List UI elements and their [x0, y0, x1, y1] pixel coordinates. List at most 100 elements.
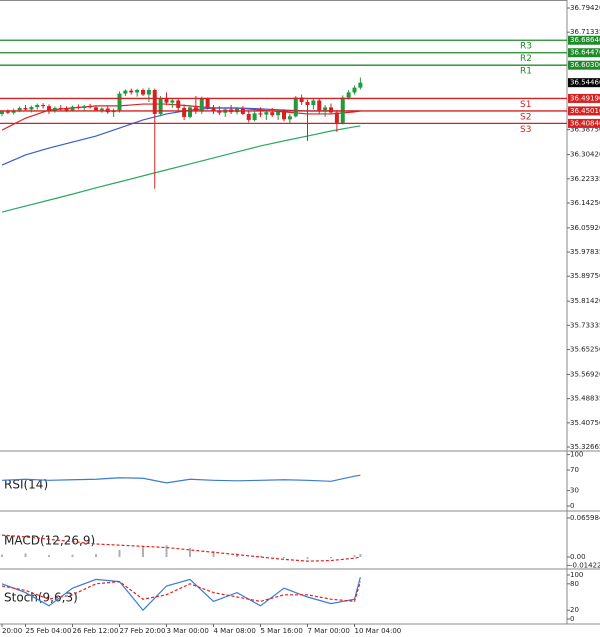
histogram-bar	[24, 553, 27, 557]
candle-body	[217, 110, 222, 113]
candle-body	[205, 98, 210, 108]
candle-body	[88, 106, 93, 108]
candle-body	[129, 90, 134, 93]
candle-body	[329, 107, 333, 113]
y-tick-label: 35.32665	[570, 443, 600, 451]
candle-body	[35, 104, 40, 108]
candle-body	[99, 108, 104, 111]
level-label: 36.64470	[570, 49, 600, 57]
y-tick-label: 100	[570, 571, 583, 579]
histogram-bar	[95, 554, 97, 557]
x-tick-label: 3 Mar 00:00	[167, 627, 209, 635]
x-tick-label: 5 Mar 16:00	[261, 627, 303, 635]
y-tick-label: 36.14250	[570, 199, 600, 207]
x-tick-label: 27 Feb 20:00	[120, 627, 166, 635]
candle-body	[287, 116, 292, 120]
indicator-line	[1, 577, 361, 612]
x-tick-label: 25 Feb 04:00	[26, 627, 72, 635]
level-name: S1	[520, 100, 531, 110]
candle-body	[47, 106, 51, 111]
panel-title: MACD(12,26,9)	[4, 534, 95, 548]
candle-body	[358, 82, 363, 88]
candle-body	[170, 100, 175, 103]
y-tick-label: 0	[570, 502, 574, 510]
candle-body	[152, 90, 157, 114]
candle-body	[58, 107, 63, 109]
x-tick-label: 26 Feb 12:00	[73, 627, 119, 635]
histogram-bar	[212, 551, 215, 557]
candle-body	[135, 90, 140, 93]
histogram-bar	[48, 555, 50, 557]
histogram-bar	[259, 555, 262, 557]
indicator-line	[1, 580, 361, 603]
candle-body	[199, 98, 204, 112]
y-tick-label: 36.22335	[570, 175, 600, 183]
level-label: 36.49190	[570, 94, 600, 102]
x-tick-label: 10 Mar 04:00	[355, 627, 402, 635]
histogram-bar	[359, 554, 362, 557]
level-label-box	[568, 60, 600, 70]
candle-body	[117, 93, 122, 111]
level-label: 36.40840	[570, 119, 600, 127]
candle-body	[70, 106, 75, 111]
candle-body	[293, 97, 298, 117]
candle-body	[17, 107, 22, 111]
y-tick-label: 35.81420	[570, 297, 600, 305]
candle-body	[270, 112, 275, 116]
level-label: 36.60300	[570, 61, 600, 69]
candle-body	[5, 111, 10, 113]
y-tick-label: 0.065984	[570, 514, 600, 522]
y-tick-label: -0.014222	[570, 561, 600, 569]
candle-body	[141, 90, 145, 95]
histogram-bar	[353, 555, 356, 557]
candle-body	[193, 107, 198, 112]
candle-body	[182, 107, 187, 117]
level-label-box	[568, 35, 600, 45]
candle-body	[282, 111, 286, 120]
candle-body	[211, 107, 216, 111]
candle-body	[41, 104, 46, 107]
candle-body	[23, 107, 28, 110]
indicator-line	[1, 474, 361, 484]
panel-title: RSI(14)	[4, 478, 48, 492]
candle-body	[299, 97, 304, 102]
level-label-box	[568, 48, 600, 58]
candle-body	[146, 90, 151, 95]
candle-body	[340, 97, 345, 123]
y-tick-label: 36.38750	[570, 126, 600, 134]
y-tick-label: 36.71335	[570, 28, 600, 36]
y-tick-label: 70	[570, 466, 579, 474]
indicator-line	[1, 534, 361, 562]
candle-body	[311, 100, 316, 105]
candle-body	[76, 106, 81, 108]
y-tick-label: 30	[570, 487, 579, 495]
candle-body	[82, 106, 87, 108]
panel-title: Stoch(9,6,3)	[4, 591, 78, 605]
x-tick-label: 20:00	[2, 627, 22, 635]
candle-body	[246, 113, 251, 120]
level-name: R3	[520, 42, 532, 52]
level-name: S3	[520, 125, 531, 135]
level-name: R1	[520, 67, 532, 77]
candle-body	[158, 98, 163, 114]
candle-body	[164, 98, 169, 103]
level-name: R2	[520, 54, 532, 64]
last-price-label: 36.54460	[570, 79, 600, 87]
candle-body	[94, 107, 98, 111]
candle-body	[305, 101, 310, 105]
candle-body	[123, 90, 128, 94]
y-tick-label: 35.56920	[570, 370, 600, 378]
y-tick-label: 100	[570, 451, 583, 459]
y-tick-label: 35.48835	[570, 395, 600, 403]
y-tick-label: 36.05920	[570, 224, 600, 232]
candle-body	[188, 107, 192, 117]
histogram-bar	[189, 548, 191, 557]
histogram-bar	[306, 556, 309, 559]
level-label-box	[568, 106, 600, 116]
y-tick-label: 35.40750	[570, 419, 600, 427]
histogram-bar	[165, 545, 168, 557]
candle-body	[176, 100, 181, 108]
candle-body	[52, 107, 57, 111]
histogram-bar	[71, 554, 74, 557]
